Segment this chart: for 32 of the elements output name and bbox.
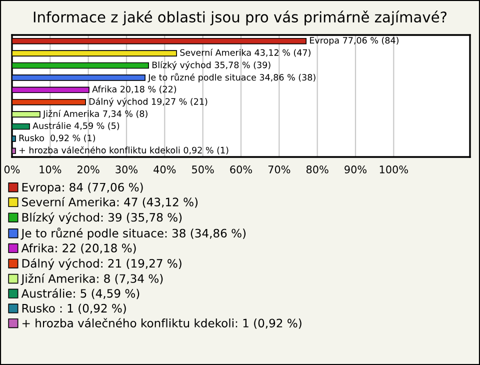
legend-label: Afrika: 22 (20,18 %) [21,243,136,254]
data-label: Severní Amerika 43,12 % (47) [180,48,310,57]
x-tick-label: 20% [78,166,100,174]
x-tick-label: 90% [344,166,366,174]
data-label: Dálný východ 19,27 % (21) [89,98,208,107]
legend-label: Blízký východ: 39 (35,78 %) [22,212,182,224]
data-label: Jižní Amerika 7,34 % (8) [42,110,148,119]
x-tick-label: 0% [4,166,20,174]
x-tick-label: 50% [192,166,214,174]
x-tick-label: 70% [268,166,290,174]
legend-label: Severní Amerika: 47 (43,12 %) [22,196,198,208]
legend-label: Rusko : 1 (0,92 %) [22,304,126,314]
data-label: Afrika 20,18 % (22) [92,86,176,94]
legend-label: + hrozba válečného konfliktu kdekoli: 1 (0,92 %) [22,318,302,329]
data-label: Rusko 0,92 % (1) [19,134,96,142]
data-label: Je to různé podle situace 34,86 % (38) [148,73,316,82]
data-label: + hrozba válečného konfliktu kdekoli 0,92 % (1) [19,146,228,154]
x-tick-label: 10% [40,166,62,174]
x-tick-label: 30% [116,166,138,174]
chart-title: Informace z jaké oblasti jsou pro vás primárně zajímavé? [34,10,446,26]
legend-label: Je to různé podle situace: 38 (34,86 %) [20,228,246,240]
x-tick-label: 80% [306,166,328,174]
legend-label: Dálný východ: 21 (19,27 %) [22,258,182,270]
legend-label: Evropa: 84 (77,06 %) [22,182,143,194]
data-label: Austrálie 4,59 % (5) [32,122,120,130]
x-tick-label: 100% [380,166,408,174]
legend-label: Austrálie: 5 (4,59 %) [21,288,140,300]
data-label: Blízký východ 35,78 % (39) [152,61,270,70]
x-tick-label: 60% [230,166,252,174]
x-tick-label: 40% [154,166,176,174]
legend-label: Jižní Amerika: 8 (7,34 %) [20,274,163,286]
data-label: Evropa 77,06 % (84) [310,36,398,46]
